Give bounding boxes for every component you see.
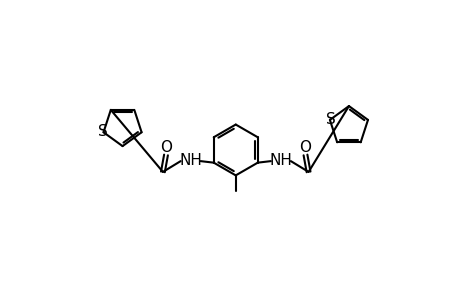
Text: S: S [325,112,335,127]
Text: NH: NH [179,153,202,168]
Text: S: S [98,124,107,139]
Text: O: O [299,140,311,155]
Text: NH: NH [269,153,291,168]
Text: O: O [160,140,172,155]
